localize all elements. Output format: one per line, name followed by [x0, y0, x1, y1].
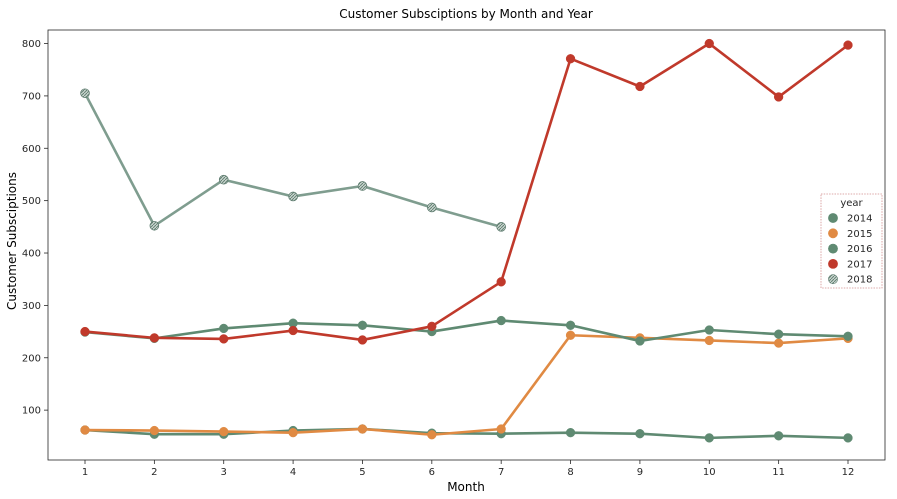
x-tick-label: 12: [842, 467, 855, 478]
data-point: [843, 40, 853, 50]
x-tick-label: 8: [567, 467, 573, 478]
x-tick-label: 5: [359, 467, 365, 478]
data-point: [149, 220, 160, 231]
series-line: [83, 42, 850, 342]
series-2015: [80, 330, 853, 440]
series-line: [83, 427, 850, 440]
x-axis-title: Month: [447, 480, 485, 494]
data-point: [357, 335, 368, 345]
data-point: [80, 326, 90, 337]
y-tick-label: 600: [22, 144, 41, 155]
data-point: [427, 321, 437, 331]
legend-label-2014: 2014: [847, 214, 872, 225]
x-tick-label: 6: [429, 467, 435, 478]
data-point: [357, 424, 368, 434]
data-point: [496, 222, 506, 232]
x-tick-label: 11: [772, 467, 785, 478]
legend-marker-2014: [828, 213, 838, 223]
data-point: [219, 323, 229, 334]
y-tick-label: 800: [22, 39, 41, 50]
data-point: [773, 338, 784, 348]
x-tick-label: 10: [703, 467, 716, 478]
data-point: [565, 330, 576, 340]
plot-frame: [47, 29, 886, 461]
y-tick-label: 100: [22, 406, 41, 417]
data-point: [80, 88, 90, 99]
legend-label-2016: 2016: [847, 244, 872, 255]
legend-box: [820, 193, 883, 289]
legend-marker-2016: [828, 243, 838, 254]
data-point: [496, 277, 506, 287]
legend-title: year: [840, 198, 863, 209]
data-point: [704, 335, 714, 346]
data-point: [80, 425, 90, 435]
legend-marker-2017: [828, 258, 838, 269]
series-line: [83, 91, 503, 229]
x-tick-label: 2: [151, 467, 157, 478]
chart-title: Customer Subsciptions by Month and Year: [339, 7, 593, 21]
series-line: [83, 333, 850, 437]
y-tick-label: 700: [22, 91, 41, 102]
data-point: [704, 433, 714, 443]
data-point: [635, 336, 645, 346]
data-point: [288, 325, 298, 336]
legend-label-2017: 2017: [847, 259, 872, 270]
y-tick-label: 200: [22, 353, 41, 364]
legend-label-2018: 2018: [847, 275, 872, 286]
data-point: [635, 81, 645, 92]
legend-label-2015: 2015: [847, 229, 872, 240]
data-point: [704, 325, 714, 335]
series-2017: [80, 38, 853, 345]
x-tick-label: 7: [498, 467, 504, 478]
y-tick-label: 400: [22, 249, 41, 260]
data-point: [357, 181, 368, 191]
data-point: [773, 92, 784, 102]
data-point: [427, 202, 437, 213]
data-point: [843, 433, 853, 443]
data-point: [357, 320, 368, 330]
series-2014: [80, 424, 853, 443]
series-2018: [80, 88, 506, 232]
data-point: [427, 430, 437, 440]
data-point: [218, 174, 229, 185]
data-point: [496, 424, 506, 434]
data-point: [635, 429, 645, 439]
data-point: [773, 431, 784, 441]
data-point: [149, 425, 160, 436]
series-line: [83, 319, 850, 343]
legend-marker-2018: [828, 274, 838, 285]
data-point: [843, 331, 853, 341]
y-tick-label: 300: [22, 301, 41, 312]
x-tick-label: 4: [290, 467, 296, 478]
x-tick-label: 1: [82, 467, 88, 478]
data-point: [704, 38, 714, 49]
data-point: [288, 427, 298, 438]
data-point: [773, 329, 784, 339]
x-tick-label: 9: [637, 467, 643, 478]
data-point: [149, 333, 160, 343]
data-point: [565, 320, 576, 330]
legend: year 2014 2015 2016 2017 2018: [820, 193, 883, 289]
data-point: [565, 427, 576, 438]
y-tick-label: 500: [22, 196, 41, 207]
data-point: [496, 315, 506, 326]
data-point: [565, 54, 576, 64]
data-point: [219, 426, 229, 437]
data-point: [288, 191, 298, 202]
legend-marker-2015: [828, 228, 838, 239]
x-tick-label: 3: [221, 467, 227, 478]
y-axis-title: Customer Subsciptions: [5, 172, 19, 310]
data-point: [219, 334, 229, 344]
